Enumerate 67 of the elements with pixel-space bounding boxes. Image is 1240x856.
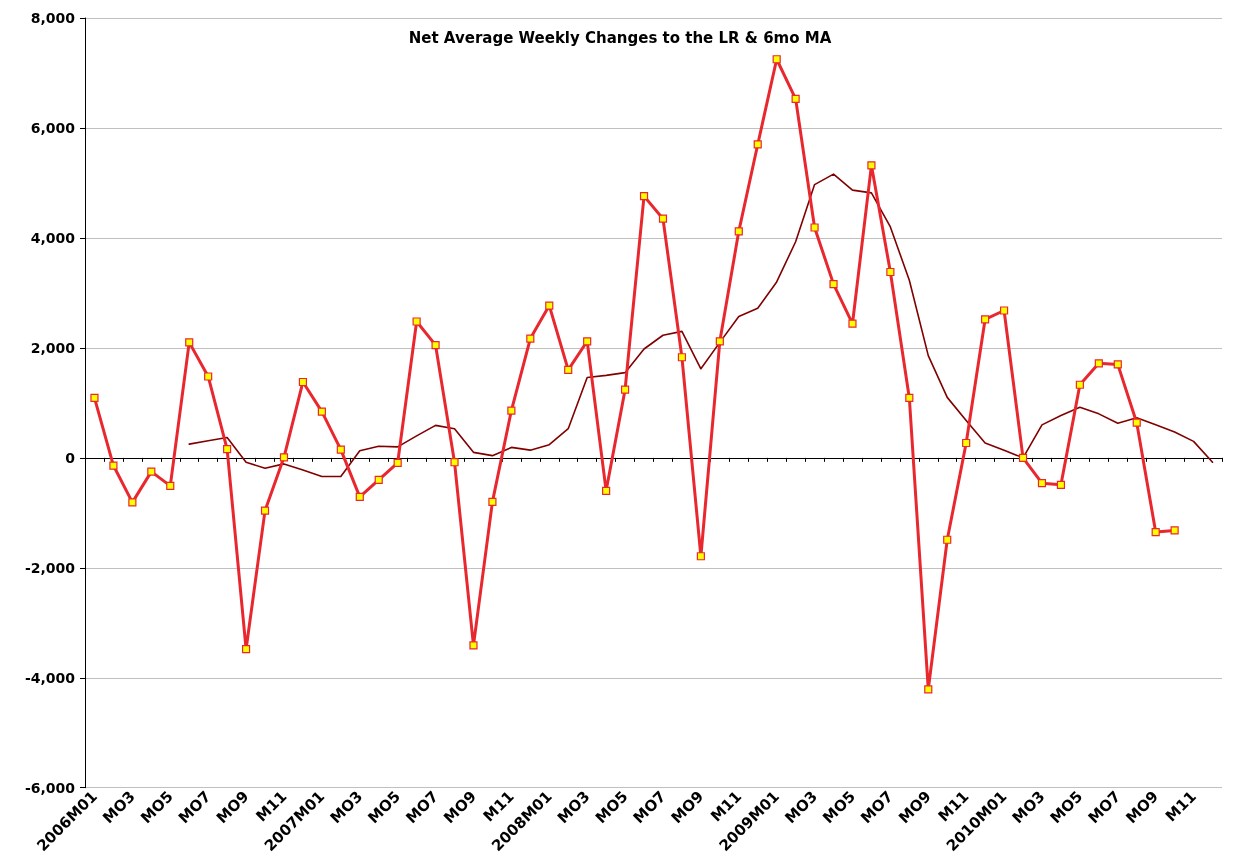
point xyxy=(166,481,175,490)
point xyxy=(886,267,895,277)
y-tick-label: -4,000 xyxy=(24,669,76,686)
point xyxy=(90,393,99,403)
point xyxy=(355,492,364,501)
point xyxy=(1018,453,1028,462)
text: Net Average Weekly Changes to the LR & 6mo MA xyxy=(408,28,832,47)
point xyxy=(734,227,743,236)
point xyxy=(639,192,649,201)
point xyxy=(848,319,857,328)
point xyxy=(279,453,289,462)
point xyxy=(1056,480,1066,489)
point xyxy=(583,337,592,346)
point xyxy=(317,407,326,416)
point xyxy=(223,444,232,454)
point xyxy=(412,317,421,326)
point xyxy=(1075,380,1084,389)
point xyxy=(602,486,611,495)
point xyxy=(943,535,952,544)
line-series xyxy=(188,173,1214,478)
point xyxy=(791,94,800,103)
point xyxy=(431,341,440,350)
point xyxy=(1094,359,1103,368)
point xyxy=(1170,526,1179,535)
point xyxy=(241,645,251,654)
point xyxy=(1132,418,1141,427)
point xyxy=(526,334,535,343)
point xyxy=(488,497,497,506)
point xyxy=(829,280,838,289)
point xyxy=(507,406,516,415)
point xyxy=(469,641,478,650)
point xyxy=(298,377,308,387)
point xyxy=(374,475,383,484)
point xyxy=(336,445,345,454)
point xyxy=(204,372,213,381)
point xyxy=(753,140,762,149)
point xyxy=(867,161,876,170)
point xyxy=(905,393,914,403)
point xyxy=(185,338,194,347)
point xyxy=(696,552,705,561)
y-tick-label: 0 xyxy=(65,449,76,466)
point xyxy=(545,301,554,310)
point xyxy=(393,458,402,467)
point xyxy=(810,223,819,232)
point xyxy=(620,385,630,394)
point xyxy=(147,467,156,476)
point xyxy=(1037,479,1047,488)
y-tick-label: -2,000 xyxy=(24,559,76,576)
y-tick-label: 4,000 xyxy=(30,229,76,246)
point xyxy=(715,337,724,346)
point xyxy=(564,365,573,374)
point xyxy=(128,498,137,507)
y-tick-label: 6,000 xyxy=(30,119,76,136)
point xyxy=(109,461,118,470)
point xyxy=(1113,360,1122,369)
point xyxy=(981,315,990,324)
y-tick-label: 8,000 xyxy=(30,10,76,26)
point xyxy=(658,214,668,223)
point xyxy=(450,458,459,467)
point xyxy=(962,438,971,448)
y-tick-label: 2,000 xyxy=(30,339,76,356)
point xyxy=(677,353,687,362)
point xyxy=(1151,527,1160,537)
point xyxy=(924,685,933,694)
point xyxy=(999,306,1009,315)
point xyxy=(260,506,270,515)
point xyxy=(772,55,781,64)
